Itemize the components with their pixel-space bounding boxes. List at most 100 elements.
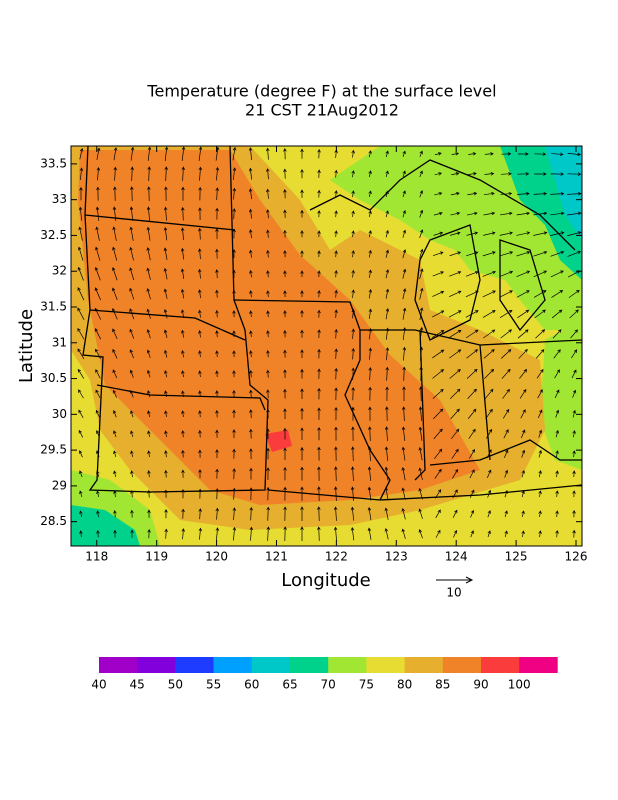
wind-vector — [351, 230, 355, 238]
wind-vector — [198, 350, 202, 358]
wind-vector — [368, 426, 372, 441]
wind-vector — [470, 530, 474, 538]
wind-vector — [368, 288, 373, 299]
wind-vector — [351, 328, 355, 339]
y-tick-label: 30.5 — [40, 371, 67, 385]
wind-vector — [266, 506, 270, 521]
wind-vector — [164, 146, 169, 161]
wind-vector — [317, 446, 321, 461]
wind-vector — [300, 506, 304, 521]
wind-vector — [466, 211, 478, 216]
y-tick-label: 32.5 — [40, 228, 67, 242]
wind-vector — [350, 466, 355, 481]
wind-vector — [504, 510, 508, 518]
wind-vector — [232, 468, 236, 480]
colorbar: 40 45 50 55 60 65 70 75 80 85 90 100 — [91, 657, 558, 692]
wind-vector — [402, 406, 406, 422]
wind-vector — [198, 248, 202, 260]
wind-vector — [468, 152, 477, 156]
wind-vector — [452, 489, 458, 499]
wind-vector — [198, 410, 202, 418]
wind-vector — [401, 446, 406, 461]
wind-vector — [367, 486, 372, 501]
wind-vector — [334, 406, 338, 421]
wind-vector — [198, 289, 202, 299]
wind-vector — [283, 506, 287, 521]
wind-vector — [181, 329, 185, 338]
wind-vector — [500, 172, 512, 176]
wind-vector — [419, 307, 424, 321]
wind-vector — [402, 170, 406, 177]
wind-vector — [198, 488, 202, 499]
wind-vector — [266, 349, 270, 358]
wind-vector — [198, 370, 202, 378]
wind-vector — [283, 270, 287, 278]
y-tick-label: 29.5 — [40, 443, 67, 457]
wind-vector — [554, 389, 560, 399]
wind-vector — [550, 250, 565, 257]
wind-vector — [351, 170, 355, 178]
wind-vector — [432, 369, 445, 379]
wind-vector — [215, 248, 219, 259]
wind-vector — [467, 172, 477, 176]
wind-vector — [385, 288, 390, 299]
wind-vector — [96, 450, 100, 458]
wind-vector — [283, 447, 287, 460]
wind-vector — [95, 226, 100, 241]
wind-vector — [283, 189, 287, 199]
wind-vector — [572, 389, 577, 398]
wind-vector — [504, 490, 508, 498]
wind-vector — [111, 287, 118, 300]
wind-vector — [112, 410, 117, 418]
wind-vector — [78, 450, 83, 458]
wind-vector — [466, 231, 479, 236]
wind-vector — [551, 152, 564, 156]
wind-vector — [448, 329, 462, 338]
wind-vector — [266, 467, 270, 480]
wind-vector — [232, 146, 237, 161]
y-tick-label: 31 — [52, 335, 67, 349]
x-tick-label: 124 — [445, 550, 468, 564]
wind-vector — [164, 489, 168, 498]
wind-vector — [112, 246, 118, 261]
wind-vector — [351, 426, 355, 441]
wind-vector — [317, 309, 321, 318]
wind-vector — [180, 309, 185, 319]
colorbar-label: 55 — [206, 678, 221, 692]
wind-vector — [113, 510, 117, 518]
wind-vector — [516, 211, 531, 216]
wind-vector — [534, 152, 547, 156]
wind-vector — [351, 210, 355, 218]
wind-vector — [385, 210, 389, 218]
wind-vector — [79, 490, 83, 498]
colorbar-label: 65 — [282, 678, 297, 692]
wind-vector — [317, 466, 321, 481]
wind-vector — [163, 267, 168, 280]
wind-vector — [249, 467, 253, 480]
wind-vector — [384, 487, 389, 501]
wind-vector — [79, 147, 84, 160]
wind-vector — [520, 429, 526, 439]
wind-vector — [198, 390, 202, 398]
wind-vector — [367, 527, 372, 540]
colorbar-swatch — [519, 657, 558, 673]
x-axis-label: Longitude — [281, 570, 371, 591]
wind-vector — [555, 510, 559, 518]
colorbar-swatch — [328, 657, 367, 673]
wind-vector — [385, 170, 389, 177]
wind-vector — [434, 468, 442, 479]
wind-vector — [77, 266, 84, 281]
wind-vector — [266, 526, 270, 541]
wind-vector — [129, 389, 134, 398]
wind-vector — [317, 368, 321, 379]
wind-vector — [432, 388, 444, 399]
wind-vector — [146, 288, 151, 300]
wind-vector — [569, 309, 579, 319]
wind-vector — [129, 349, 134, 359]
wind-vector — [334, 466, 338, 481]
wind-vector — [334, 309, 338, 318]
wind-vector — [283, 209, 287, 218]
wind-vector — [198, 527, 203, 540]
wind-vector — [181, 469, 185, 478]
wind-vector — [451, 152, 460, 156]
